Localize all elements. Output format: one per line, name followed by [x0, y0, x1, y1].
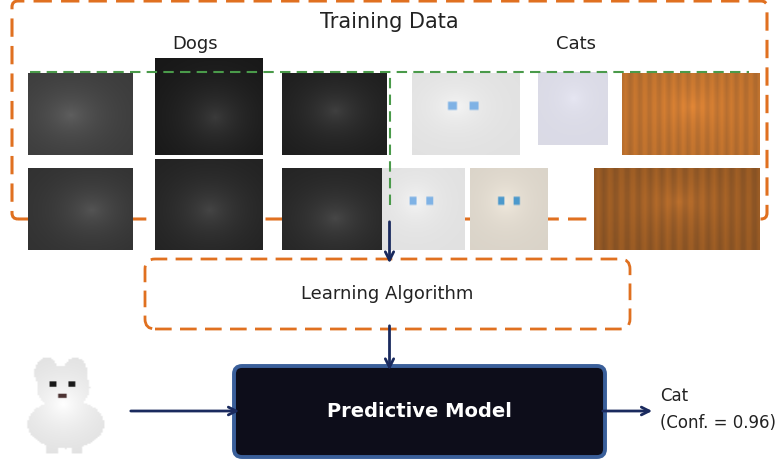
FancyBboxPatch shape [234, 366, 605, 457]
Text: Dogs: Dogs [172, 35, 217, 53]
Text: Predictive Model: Predictive Model [327, 402, 512, 421]
Text: Training Data: Training Data [320, 12, 459, 32]
FancyBboxPatch shape [12, 1, 767, 219]
FancyBboxPatch shape [145, 259, 630, 329]
Text: Cats: Cats [556, 35, 597, 53]
Text: Learning Algorithm: Learning Algorithm [301, 285, 474, 303]
Text: Cat: Cat [660, 387, 688, 405]
Text: (Conf. = 0.96): (Conf. = 0.96) [660, 414, 776, 432]
